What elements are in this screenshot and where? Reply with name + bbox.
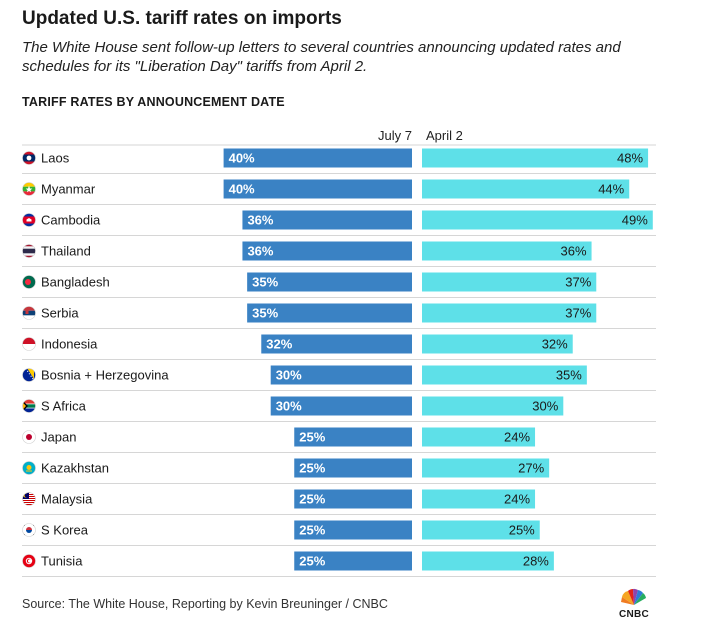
bar-label-july: 25% (299, 554, 325, 569)
bar-label-april: 30% (532, 399, 558, 414)
bar-label-april: 49% (622, 213, 648, 228)
thailand-flag-icon (22, 244, 36, 258)
bar-label-july: 35% (252, 306, 278, 321)
tariff-bar-chart: Laos 40% 48% Myanmar 40% 44% Cambodia 36% 49% Tha… (22, 144, 656, 577)
bar-april (422, 148, 649, 168)
bar-july (270, 365, 412, 385)
category-label: Indonesia (41, 337, 98, 352)
bar-july (294, 489, 412, 509)
malaysia-flag-icon (22, 492, 36, 506)
south-africa-flag-icon (22, 399, 36, 413)
category-label: Bosnia + Herzegovina (41, 368, 169, 383)
bar-april (422, 272, 597, 292)
bar-label-july: 40% (229, 151, 255, 166)
category-label: S Africa (41, 399, 87, 414)
bar-july (294, 427, 412, 447)
japan-flag-icon (22, 430, 36, 444)
indonesia-flag-icon (22, 337, 36, 351)
bar-label-april: 27% (518, 461, 544, 476)
legend-july: July 7 (378, 128, 412, 143)
bar-label-april: 48% (617, 151, 643, 166)
cambodia-flag-icon (22, 213, 36, 227)
bar-july (294, 520, 412, 540)
bar-label-april: 24% (504, 492, 530, 507)
chart-subtitle: The White House sent follow-up letters t… (22, 39, 621, 75)
bar-label-july: 30% (276, 368, 302, 383)
south-korea-flag-icon (22, 523, 36, 537)
bar-april (422, 241, 592, 261)
bar-july (270, 396, 412, 416)
bar-label-july: 25% (299, 430, 325, 445)
bar-july (242, 210, 412, 230)
serbia-flag-icon (22, 306, 36, 320)
myanmar-flag-icon (22, 182, 36, 196)
chart-title: Updated U.S. tariff rates on imports (22, 8, 342, 29)
bar-label-april: 35% (556, 368, 582, 383)
bar-label-july: 25% (299, 523, 325, 538)
category-label: Tunisia (41, 554, 83, 569)
cnbc-logo-text: CNBC (618, 609, 650, 620)
category-label: Thailand (41, 244, 91, 259)
bar-label-july: 25% (299, 461, 325, 476)
bar-april (422, 365, 587, 385)
kazakhstan-flag-icon (22, 461, 36, 475)
bar-july (294, 551, 412, 571)
peacock-icon (621, 588, 646, 605)
bar-label-july: 30% (276, 399, 302, 414)
bar-label-july: 35% (252, 275, 278, 290)
bar-label-july: 36% (247, 213, 273, 228)
category-label: Malaysia (41, 492, 93, 507)
tunisia-flag-icon (22, 554, 36, 568)
bar-label-july: 36% (247, 244, 273, 259)
category-label: Laos (41, 151, 70, 166)
bar-label-april: 24% (504, 430, 530, 445)
bar-july (247, 303, 412, 323)
bar-label-april: 28% (523, 554, 549, 569)
category-label: Myanmar (41, 182, 96, 197)
bar-label-july: 25% (299, 492, 325, 507)
legend-april: April 2 (426, 128, 463, 143)
laos-flag-icon (22, 151, 36, 165)
bangladesh-flag-icon (22, 275, 36, 289)
source-note: Source: The White House, Reporting by Ke… (22, 597, 388, 611)
bar-label-april: 44% (598, 182, 624, 197)
category-label: S Korea (41, 523, 89, 538)
category-label: Serbia (41, 306, 79, 321)
category-label: Kazakhstan (41, 461, 109, 476)
bar-label-april: 36% (561, 244, 587, 259)
bar-april (422, 458, 550, 478)
bar-july (261, 334, 412, 354)
bar-april (422, 396, 564, 416)
category-label: Bangladesh (41, 275, 110, 290)
bar-april (422, 520, 540, 540)
bar-july (223, 148, 412, 168)
bar-label-april: 37% (565, 306, 591, 321)
category-label: Cambodia (41, 213, 101, 228)
bar-april (422, 334, 573, 354)
bar-label-july: 32% (266, 337, 292, 352)
category-label: Japan (41, 430, 76, 445)
bar-july (247, 272, 412, 292)
bar-label-april: 37% (565, 275, 591, 290)
bar-april (422, 303, 597, 323)
bar-april (422, 179, 630, 199)
bar-april (422, 551, 554, 571)
section-heading: TARIFF RATES BY ANNOUNCEMENT DATE (22, 95, 285, 109)
bar-april (422, 210, 653, 230)
bar-april (422, 427, 536, 447)
bar-july (242, 241, 412, 261)
bar-label-april: 25% (509, 523, 535, 538)
bar-label-april: 32% (542, 337, 568, 352)
bosnia-flag-icon (22, 368, 36, 382)
bar-july (294, 458, 412, 478)
bar-april (422, 489, 536, 509)
cnbc-logo: CNBC (614, 588, 654, 620)
bar-label-july: 40% (229, 182, 255, 197)
bar-july (223, 179, 412, 199)
